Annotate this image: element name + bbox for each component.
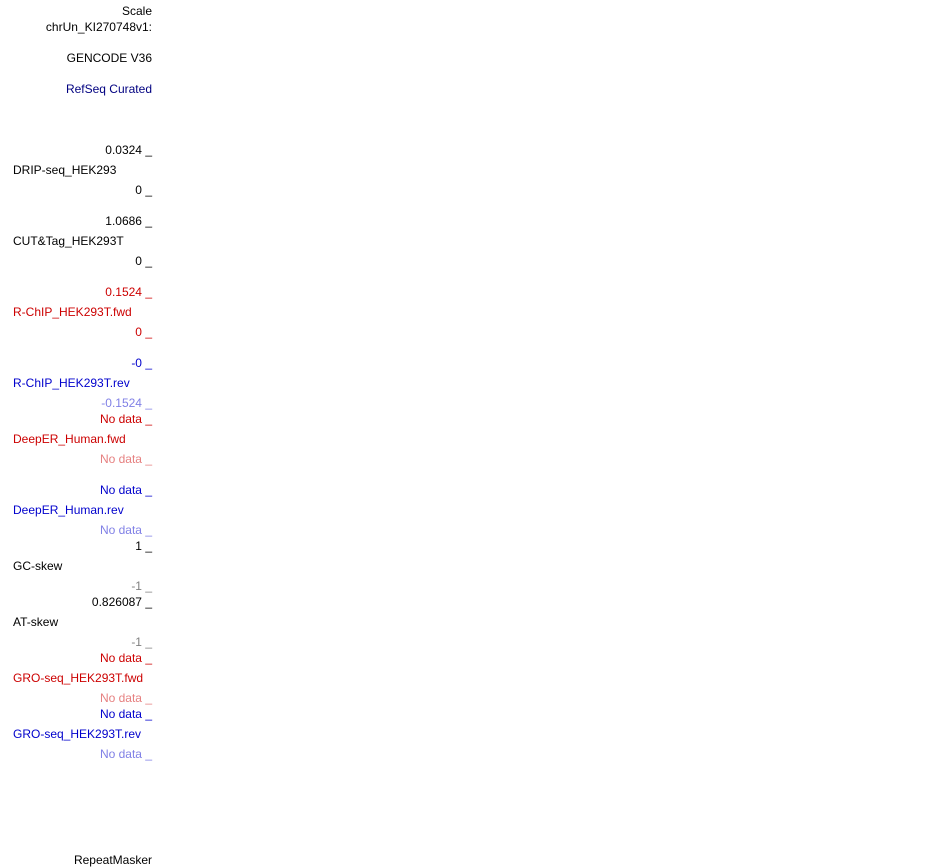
at-skew-max-value: 0.826087 — [92, 595, 152, 609]
gc-skew-min-value: -1 — [131, 579, 152, 593]
track-label-deeper-fwd[interactable]: DeepER_Human.fwd — [13, 432, 126, 446]
cuttag-max-value: 1.0686 — [105, 214, 152, 228]
track-label-deeper-rev[interactable]: DeepER_Human.rev — [13, 503, 124, 517]
track-label-gro-fwd[interactable]: GRO-seq_HEK293T.fwd — [13, 671, 144, 685]
track-label-rchip-rev[interactable]: R-ChIP_HEK293T.rev — [13, 376, 130, 390]
deeper-rev-min-value: No data — [100, 523, 152, 537]
gro-fwd-min-value: No data — [100, 691, 152, 705]
deeper-fwd-max-value: No data — [100, 412, 152, 426]
track-label-cuttag[interactable]: CUT&Tag_HEK293T — [13, 234, 124, 248]
track-label-gro-rev[interactable]: GRO-seq_HEK293T.rev — [13, 727, 142, 741]
rchip-rev-min-value: -0.1524 — [101, 396, 152, 410]
cuttag-min-value: 0 — [135, 254, 152, 268]
rchip-rev-max-value: -0 — [131, 356, 152, 370]
gro-rev-max-value: No data — [100, 707, 152, 721]
track-label-rchip-fwd[interactable]: R-ChIP_HEK293T.fwd — [13, 305, 132, 319]
gc-skew-max-value: 1 — [135, 539, 152, 553]
drip-max-value: 0.0324 — [105, 143, 152, 157]
track-label-repeatmasker[interactable]: RepeatMasker — [73, 853, 152, 867]
gro-rev-min-value: No data — [100, 747, 152, 761]
track-label-gencode[interactable]: GENCODE V36 — [66, 51, 152, 65]
track-label-at-skew[interactable]: AT-skew — [13, 615, 59, 629]
at-skew-min-value: -1 — [131, 635, 152, 649]
rchip-fwd-max-value: 0.1524 — [105, 285, 152, 299]
track-label-refseq[interactable]: RefSeq Curated — [65, 82, 152, 96]
drip-min-value: 0 — [135, 183, 152, 197]
scale-label: Scale — [121, 4, 152, 18]
chromosome-label: chrUn_KI270748v1: — [45, 20, 152, 34]
gro-fwd-max-value: No data — [100, 651, 152, 665]
deeper-fwd-min-value: No data — [100, 452, 152, 466]
track-label-drip-seq[interactable]: DRIP-seq_HEK293 — [13, 163, 117, 177]
track-label-gc-skew[interactable]: GC-skew — [13, 559, 63, 573]
deeper-rev-max-value: No data — [100, 483, 152, 497]
rchip-fwd-min-value: 0 — [135, 325, 152, 339]
